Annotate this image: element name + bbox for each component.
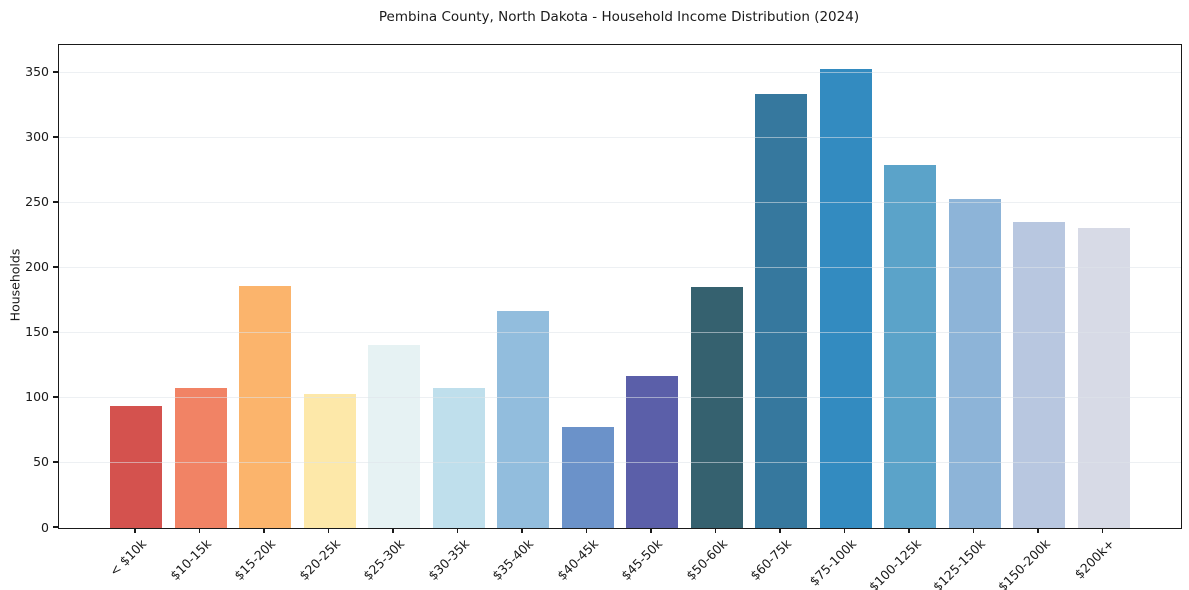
x-tick-label-$30-35k: $30-35k bbox=[425, 536, 473, 584]
x-tick-label-$45-50k: $45-50k bbox=[618, 536, 666, 584]
y-tick-100 bbox=[53, 396, 58, 398]
y-tick-50 bbox=[53, 461, 58, 463]
y-tick-label-300: 300 bbox=[25, 129, 49, 145]
x-tick-label-$75-100k: $75-100k bbox=[806, 536, 860, 589]
bar-$100-125k bbox=[884, 165, 936, 528]
y-tick-label-150: 150 bbox=[25, 324, 49, 340]
x-tick-$30-35k bbox=[456, 528, 459, 533]
x-tick-label-$150-200k: $150-200k bbox=[994, 536, 1053, 590]
y-tick-150 bbox=[53, 331, 58, 333]
bar-$35-40k bbox=[497, 310, 549, 528]
grid-line-200 bbox=[59, 266, 1181, 268]
x-tick-$25-30k bbox=[392, 528, 394, 533]
bar-$125-150k bbox=[948, 199, 1001, 528]
x-tick-$10-15k bbox=[198, 528, 201, 533]
bar-$75-100k bbox=[819, 69, 872, 528]
x-tick-$40-45k bbox=[585, 528, 588, 533]
grid-line-250 bbox=[59, 201, 1181, 203]
y-tick-350 bbox=[53, 71, 58, 73]
y-tick-0 bbox=[53, 526, 58, 528]
y-tick-200 bbox=[53, 266, 58, 268]
x-tick-$200k+ bbox=[1101, 528, 1104, 533]
grid-line-150 bbox=[59, 331, 1181, 333]
y-tick-250 bbox=[53, 201, 58, 203]
grid-line-50 bbox=[59, 462, 1181, 463]
bar-$50-60k bbox=[690, 287, 743, 528]
x-tick-$125-150k bbox=[972, 528, 975, 533]
bar-$25-30k bbox=[368, 344, 420, 528]
x-tick-$45-50k bbox=[650, 528, 652, 533]
bar-$150-200k bbox=[1013, 222, 1065, 528]
x-tick-< $10k bbox=[134, 528, 136, 533]
x-tick-label-$100-125k: $100-125k bbox=[865, 536, 924, 590]
bar-$60-75k bbox=[755, 93, 807, 528]
x-tick-$60-75k bbox=[779, 528, 781, 533]
x-tick-label-$50-60k: $50-60k bbox=[683, 536, 731, 584]
bar-$30-35k bbox=[432, 387, 485, 528]
y-tick-label-50: 50 bbox=[33, 454, 49, 470]
y-tick-300 bbox=[53, 136, 58, 138]
x-tick-label-$60-75k: $60-75k bbox=[747, 536, 795, 584]
x-tick-$50-60k bbox=[714, 528, 717, 533]
x-tick-$75-100k bbox=[843, 528, 846, 533]
x-tick-label-$40-45k: $40-45k bbox=[554, 536, 602, 584]
y-tick-label-350: 350 bbox=[25, 64, 49, 80]
y-tick-label-250: 250 bbox=[25, 194, 49, 210]
x-tick-label-$20-25k: $20-25k bbox=[296, 536, 344, 584]
x-tick-$150-200k bbox=[1037, 528, 1039, 533]
plot-area bbox=[58, 44, 1182, 529]
y-tick-label-100: 100 bbox=[25, 389, 49, 405]
x-tick-$15-20k bbox=[263, 528, 265, 533]
bar-$15-20k bbox=[239, 286, 291, 528]
x-tick-label-$200k+: $200k+ bbox=[1071, 536, 1118, 582]
bar-$40-45k bbox=[561, 426, 614, 528]
x-tick-$100-125k bbox=[908, 528, 910, 533]
grid-line-350 bbox=[59, 71, 1181, 73]
x-tick-$20-25k bbox=[327, 528, 330, 533]
bar-$10-15k bbox=[174, 387, 227, 528]
y-tick-label-0: 0 bbox=[41, 519, 49, 535]
bar-$200k+ bbox=[1077, 227, 1130, 528]
bar-< $10k bbox=[110, 405, 162, 528]
x-tick-label-$25-30k: $25-30k bbox=[360, 536, 408, 584]
y-tick-label-200: 200 bbox=[25, 259, 49, 275]
grid-line-300 bbox=[59, 136, 1181, 138]
x-tick-label-< $10k: < $10k bbox=[106, 536, 150, 579]
bar-$45-50k bbox=[626, 375, 678, 528]
bar-$20-25k bbox=[303, 394, 356, 528]
x-tick-label-$10-15k: $10-15k bbox=[167, 536, 215, 584]
x-tick-$35-40k bbox=[521, 528, 523, 533]
chart-title: Pembina County, North Dakota - Household… bbox=[378, 9, 860, 25]
x-tick-label-$35-40k: $35-40k bbox=[489, 536, 537, 584]
x-tick-label-$125-150k: $125-150k bbox=[929, 536, 989, 590]
grid-line-100 bbox=[59, 397, 1181, 398]
x-tick-label-$15-20k: $15-20k bbox=[231, 536, 279, 584]
